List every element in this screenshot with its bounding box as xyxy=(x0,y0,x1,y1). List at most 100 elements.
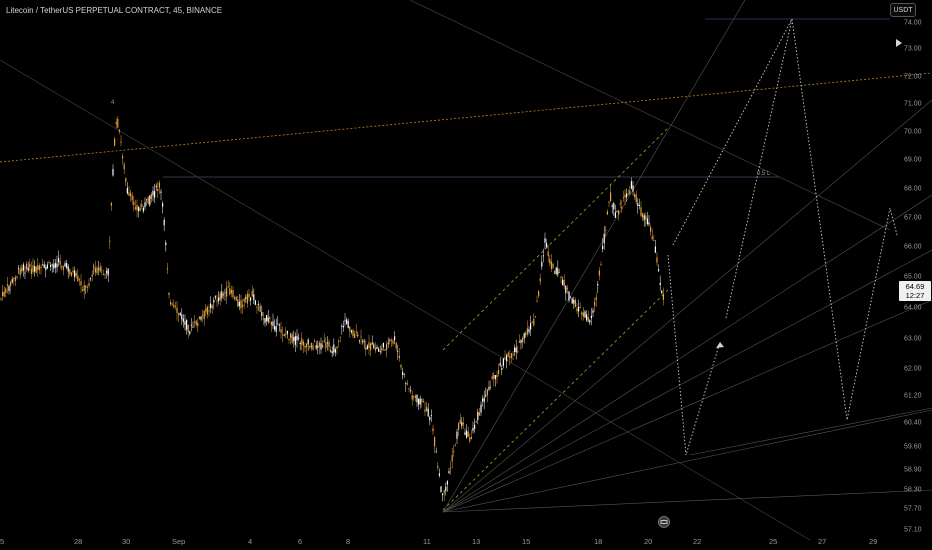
candle-body xyxy=(432,428,434,432)
price-axis[interactable]: 74.00 73.00 72.00 71.00 70.00 69.00 68.00 67.00… xyxy=(904,20,922,534)
candle-body xyxy=(541,261,543,267)
projection-path-2[interactable] xyxy=(672,17,898,421)
candle-body xyxy=(125,178,127,183)
candle-body xyxy=(515,347,517,353)
replay-icon[interactable] xyxy=(658,516,670,528)
candle-body xyxy=(254,300,256,305)
currency-button[interactable]: USDT xyxy=(890,3,916,17)
candle-body xyxy=(523,333,525,339)
price-axis-label: 65.00 xyxy=(904,274,922,281)
candle-body xyxy=(96,267,98,274)
candle-body xyxy=(203,310,205,320)
candle-body xyxy=(162,203,164,207)
candle-body xyxy=(310,342,312,349)
candle-body xyxy=(656,257,658,263)
candle-body xyxy=(605,229,607,231)
time-axis[interactable]: 5 28 30 Sep 4 6 8 11 13 15 18 20 22 25 27 29 xyxy=(0,537,877,546)
candle-body xyxy=(315,345,317,349)
price-axis-label: 57.10 xyxy=(904,527,922,534)
triangle-right-icon xyxy=(896,39,902,47)
candle-body xyxy=(291,334,293,343)
candle-body xyxy=(504,357,506,359)
candle-body xyxy=(40,266,42,269)
candle-body xyxy=(381,347,383,351)
projection-path[interactable] xyxy=(667,254,721,456)
candle-body xyxy=(406,383,408,385)
candle-body xyxy=(317,345,319,348)
candle-body xyxy=(584,311,586,318)
candle-body xyxy=(403,374,405,375)
candle-body xyxy=(469,437,471,442)
candle-body xyxy=(654,246,656,253)
candle-body xyxy=(232,289,234,298)
candle-body xyxy=(16,276,18,278)
candle-body xyxy=(576,308,578,312)
trendline[interactable] xyxy=(0,72,932,163)
candle-body xyxy=(8,285,10,292)
candle-body xyxy=(451,455,453,462)
candle-body xyxy=(490,386,492,388)
candle-body xyxy=(339,336,341,338)
candle-body xyxy=(99,266,101,272)
candle-body xyxy=(563,280,565,287)
candle-body xyxy=(640,207,642,216)
candle-body xyxy=(562,279,564,286)
candle-body xyxy=(56,263,58,268)
candle-body xyxy=(64,263,66,267)
channel-upper[interactable] xyxy=(442,127,669,351)
candle-body xyxy=(325,342,327,349)
candle-body xyxy=(422,401,424,402)
candle-body xyxy=(285,334,287,336)
candle-body xyxy=(43,264,45,269)
candle-body xyxy=(488,386,490,390)
candle-body xyxy=(165,242,167,246)
candle-body xyxy=(37,264,39,271)
candle-body xyxy=(115,122,117,125)
candle-body xyxy=(147,196,149,204)
symbol-title[interactable]: Litecoin / TetherUS PERPETUAL CONTRACT, … xyxy=(6,6,223,15)
candle-body xyxy=(544,238,546,243)
candle-body xyxy=(341,325,343,327)
candle-body xyxy=(525,333,527,335)
candle-body xyxy=(251,290,253,297)
candle-body xyxy=(246,293,248,304)
candle-body xyxy=(520,339,522,344)
candle-body xyxy=(210,303,212,309)
candle-body xyxy=(160,191,162,193)
candle-body xyxy=(166,268,168,270)
time-axis-label: 30 xyxy=(122,537,130,546)
candle-body xyxy=(138,207,140,212)
candle-body xyxy=(235,296,237,301)
candle-body xyxy=(621,207,623,209)
candle-body xyxy=(486,389,488,396)
candle-body xyxy=(219,293,221,300)
candle-body xyxy=(366,345,368,349)
candle-body xyxy=(114,138,116,146)
candle-body xyxy=(229,288,231,295)
candle-body xyxy=(333,344,335,353)
candle-body xyxy=(382,342,384,348)
candle-body xyxy=(410,390,412,392)
candle-body xyxy=(514,347,516,352)
candle-body xyxy=(238,301,240,307)
candle-body xyxy=(534,316,536,318)
candle-body xyxy=(181,314,183,320)
candle-body xyxy=(334,349,336,353)
candle-body xyxy=(86,286,88,288)
candle-body xyxy=(178,313,180,315)
candle-body xyxy=(650,227,652,232)
candle-body xyxy=(594,302,596,306)
candle-body xyxy=(187,324,189,333)
candle-body xyxy=(61,265,63,268)
price-axis-label: 58.30 xyxy=(904,487,922,494)
candle-body xyxy=(344,320,346,322)
channel-lower[interactable] xyxy=(442,289,669,511)
candle-body xyxy=(467,431,469,437)
candle-body xyxy=(446,481,448,485)
candle-body xyxy=(653,240,655,241)
candle-body xyxy=(603,233,605,244)
candle-body xyxy=(195,320,197,326)
candle-body xyxy=(331,351,333,354)
candle-body xyxy=(602,245,604,249)
